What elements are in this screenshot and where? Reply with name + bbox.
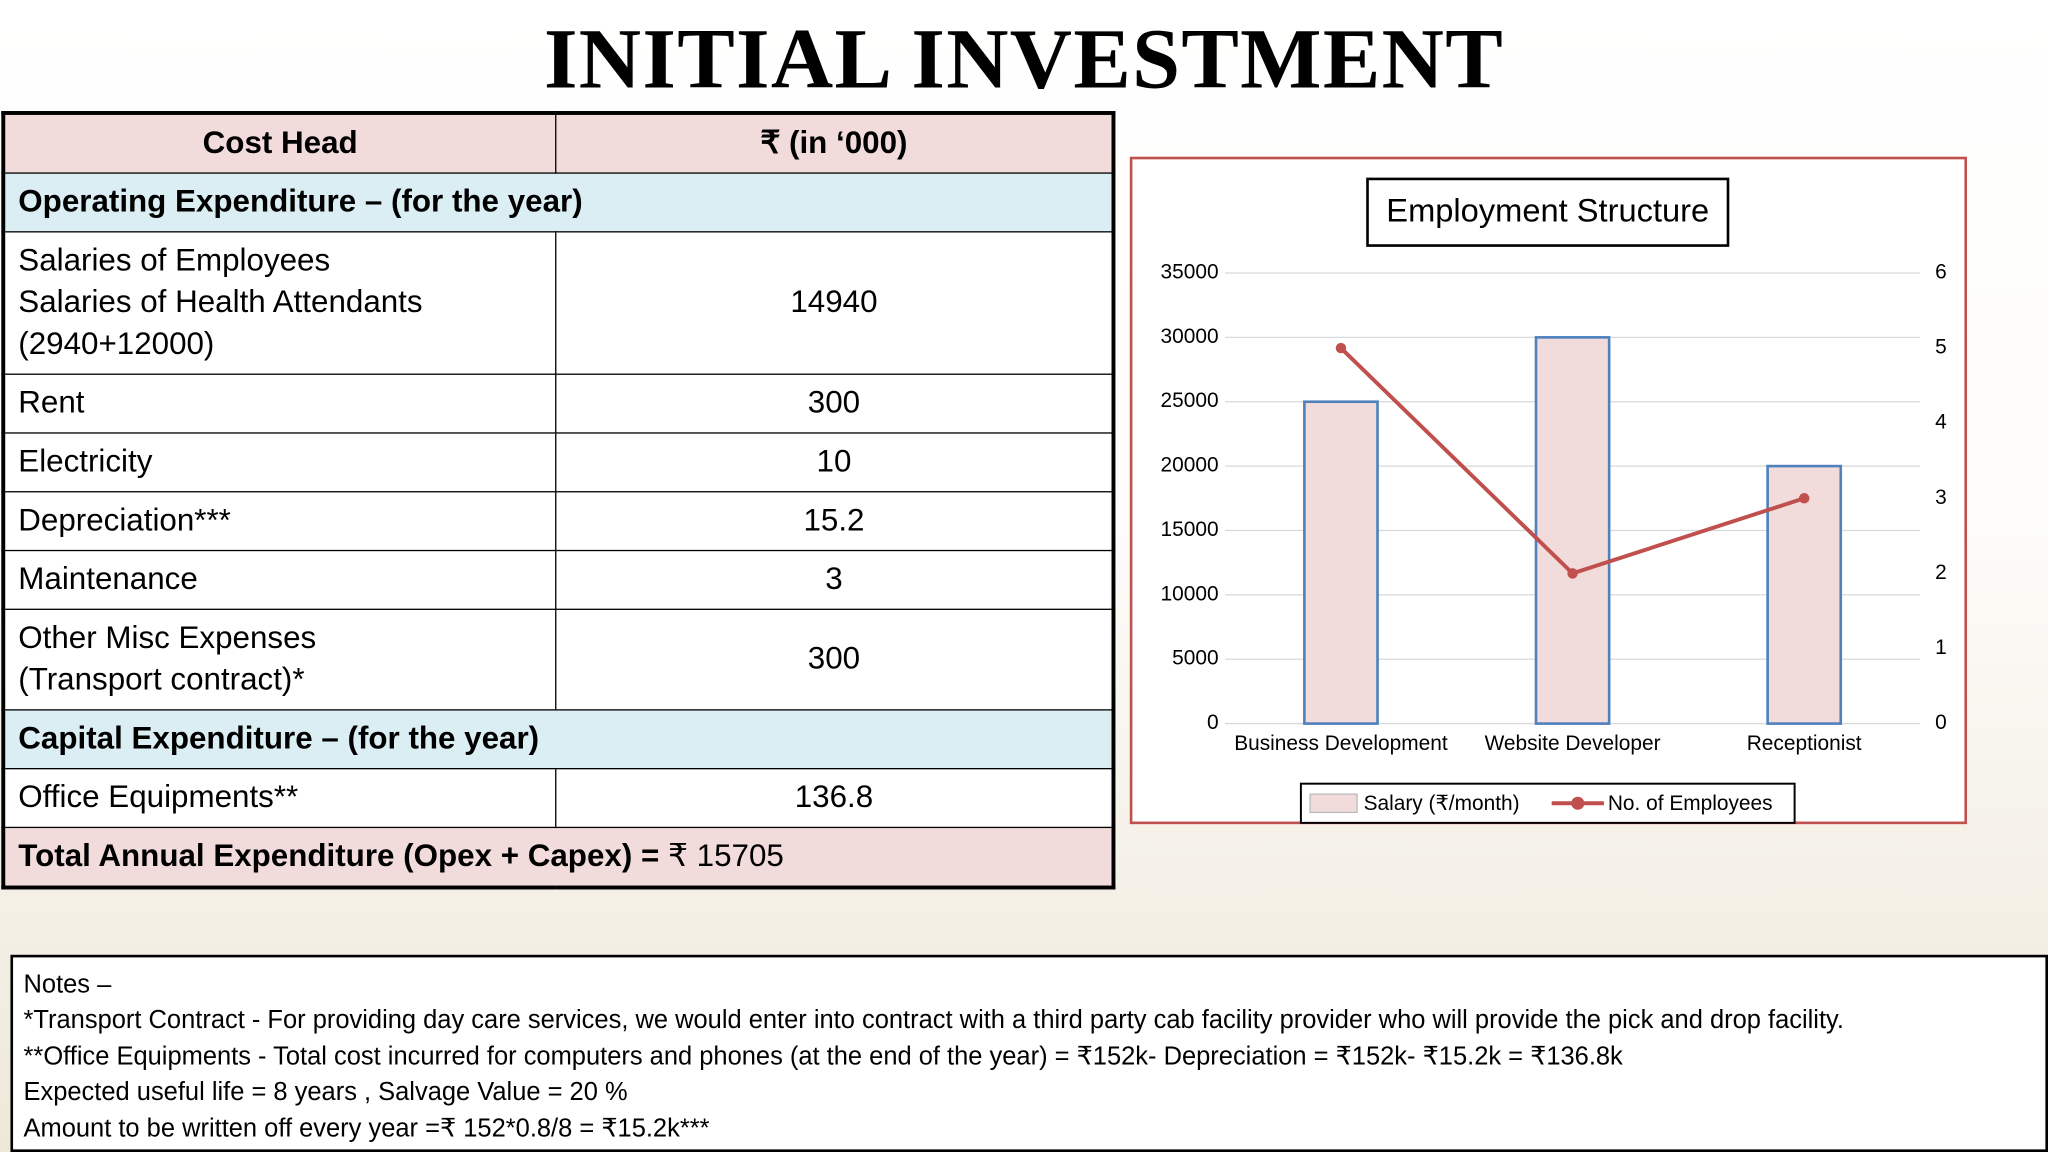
cost-head: Electricity — [2, 432, 557, 493]
cell-line: (2940+12000) — [18, 326, 215, 362]
notes-heading: Notes – — [23, 970, 112, 1000]
x-tick-label: Website Developer — [1485, 732, 1661, 755]
cost-table: Cost Head ₹ (in ‘000) Operating Expenditur… — [1, 111, 1116, 890]
y-tick-label: 25000 — [1161, 389, 1219, 412]
y2-tick-label: 4 — [1935, 411, 1947, 434]
cell-line: Salaries of Health Attendants — [18, 284, 423, 320]
notes: Notes – *Transport Contract - For providi… — [10, 954, 2048, 1152]
legend-swatch — [1309, 793, 1358, 814]
bar — [1303, 400, 1379, 725]
cost-head: Rent — [2, 373, 557, 434]
cost-row: Electricity 10 — [2, 432, 1115, 493]
legend-label: No. of Employees — [1608, 792, 1773, 815]
cost-row: Other Misc Expenses (Transport contract)*… — [2, 608, 1115, 711]
y-tick-label: 0 — [1207, 711, 1219, 734]
y2-tick-label: 1 — [1935, 636, 1947, 659]
cost-row: Office Equipments** 136.8 — [2, 767, 1115, 829]
x-tick-label: Receptionist — [1747, 732, 1862, 755]
y-tick-label: 35000 — [1161, 260, 1219, 283]
legend-box — [1299, 782, 1796, 824]
y2-tick-label: 2 — [1935, 561, 1947, 584]
cost-value: 14940 — [555, 231, 1115, 375]
total-row: Total Annual Expenditure (Opex + Capex) … — [2, 826, 1115, 889]
cost-value: 10 — [555, 432, 1115, 493]
y2-tick-label: 3 — [1935, 486, 1947, 509]
cost-value: 15.2 — [555, 491, 1115, 552]
cost-value: 300 — [555, 608, 1115, 711]
bar — [1766, 464, 1843, 725]
section-heading: Capital Expenditure – (for the year) — [2, 709, 1115, 770]
cost-value: 3 — [555, 549, 1115, 610]
cost-head: Salaries of Employees Salaries of Health … — [2, 231, 557, 375]
column-header: ₹ (in ‘000) — [555, 112, 1115, 174]
note-line: **Office Equipments - Total cost incurre… — [23, 1042, 1623, 1071]
cost-head: Office Equipments** — [2, 767, 557, 829]
y2-tick-label: 6 — [1935, 260, 1947, 283]
y-tick-label: 15000 — [1161, 518, 1219, 541]
y-tick-label: 30000 — [1161, 325, 1219, 348]
note-line: Amount to be written off every year =₹ 1… — [23, 1113, 710, 1143]
cell-line: Salaries of Employees — [18, 242, 331, 279]
cell-line: Other Misc Expenses — [18, 620, 317, 656]
cost-head: Maintenance — [2, 549, 557, 610]
y-tick-label: 20000 — [1161, 454, 1219, 477]
legend-swatch-marker — [1571, 796, 1585, 810]
cost-row: Depreciation*** 15.2 — [2, 491, 1115, 552]
chart-title-box — [1366, 177, 1730, 247]
legend-label: Salary (₹/month) — [1364, 792, 1520, 815]
cost-row: Maintenance 3 — [2, 549, 1115, 610]
y-tick-label: 10000 — [1161, 582, 1219, 605]
section-row: Capital Expenditure – (for the year) — [2, 709, 1115, 770]
line-marker — [1567, 568, 1578, 579]
chart-title: Employment Structure — [1386, 192, 1709, 229]
bar — [1534, 336, 1611, 725]
cost-head: Other Misc Expenses (Transport contract)* — [2, 608, 557, 711]
y-tick-label: 5000 — [1172, 647, 1218, 670]
line-marker — [1798, 493, 1810, 504]
total-label: Total Annual Expenditure (Opex + Capex) … — [18, 838, 660, 874]
total-value: ₹ 15705 — [667, 838, 784, 874]
note-line: Expected useful life = 8 years , Salvage… — [23, 1077, 628, 1107]
cost-value: 300 — [555, 373, 1115, 434]
column-header: Cost Head — [2, 112, 557, 174]
y2-tick-label: 0 — [1935, 711, 1947, 734]
cell-line: (Transport contract)* — [18, 662, 305, 698]
line-marker — [1335, 342, 1347, 354]
y2-tick-label: 5 — [1935, 336, 1947, 359]
cost-row: Rent 300 — [2, 373, 1115, 434]
total-cell: Total Annual Expenditure (Opex + Capex) … — [2, 826, 1115, 889]
x-tick-label: Business Development — [1234, 732, 1448, 755]
cost-value: 136.8 — [555, 767, 1115, 829]
cost-row: Salaries of Employees Salaries of Health … — [2, 231, 1115, 375]
note-line: *Transport Contract - For providing day … — [23, 1006, 1844, 1035]
header-row: Cost Head ₹ (in ‘000) — [2, 112, 1115, 174]
slide-title: INITIAL INVESTMENT — [543, 11, 1505, 108]
cost-head: Depreciation*** — [2, 491, 557, 552]
